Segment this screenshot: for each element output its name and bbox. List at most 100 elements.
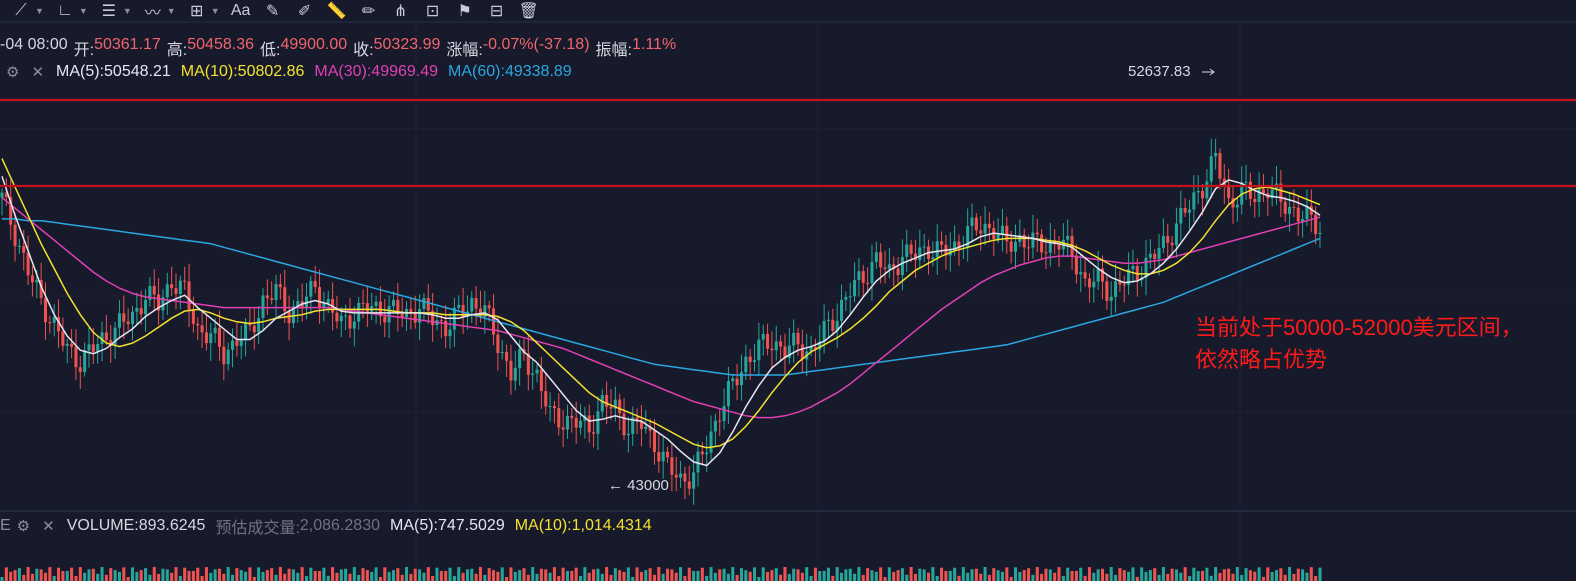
candle-body (600, 394, 604, 412)
candle-body (957, 241, 961, 249)
candle-body (857, 271, 861, 281)
volume-bar (531, 567, 535, 581)
volume-bar (326, 575, 330, 581)
volume-bar (478, 567, 483, 581)
volume-bar (144, 568, 148, 581)
settings-gear-icon[interactable]: ⚙ (6, 64, 20, 81)
candle-body (117, 313, 121, 328)
candle-body (544, 391, 548, 407)
candle-body (1114, 281, 1118, 297)
volume-bar (774, 568, 778, 581)
resistance-lines[interactable] (0, 98, 1576, 188)
volume-bar (692, 570, 696, 581)
volume-close-icon[interactable]: ✕ (42, 518, 55, 535)
volume-bar (57, 567, 61, 581)
volume-bar (857, 567, 861, 581)
candle-body (1144, 257, 1148, 278)
candle-body (444, 320, 448, 337)
toolbar-button-fib-tool[interactable]: ☰ ▼ (98, 0, 132, 22)
toolbar-button-pattern-tool[interactable]: ⋔ (390, 0, 412, 22)
toolbar-button-angle-tool[interactable]: ∟ ▼ (54, 0, 88, 22)
volume-bar (509, 567, 513, 581)
volume-bar (396, 568, 400, 581)
candle-body (883, 267, 887, 269)
candle-body (796, 332, 800, 345)
candle-body (1309, 205, 1313, 215)
ma5-legend: MA(5):50548.21 (56, 63, 171, 80)
toolbar-button-wave-tool[interactable]: 〰 ▼ (142, 0, 176, 22)
candle-body (1109, 296, 1113, 301)
candle-body (892, 264, 896, 269)
volume-bar (513, 571, 517, 581)
candle-body (265, 295, 269, 299)
volume-bar (109, 568, 113, 581)
candle-body (1270, 189, 1274, 199)
candle-body (252, 325, 256, 333)
candle-body (322, 303, 326, 308)
grid (0, 21, 1576, 581)
volume-bar (235, 568, 239, 581)
candle-body (1013, 241, 1018, 252)
candle-body (518, 349, 522, 368)
chevron-down-icon[interactable]: ▼ (35, 6, 44, 16)
volume-bar (935, 575, 939, 581)
candle-body (505, 351, 509, 361)
volume-settings-icon[interactable]: ⚙ (16, 518, 31, 535)
toolbar-button-highlighter-tool[interactable]: ✐ (294, 0, 316, 22)
candle-body (1100, 268, 1105, 282)
volume-bar (583, 567, 587, 581)
toolbar-button-trend-line-tools[interactable]: ⟋ ▼ (10, 0, 44, 22)
volume-bar (370, 571, 374, 581)
volume-bar (557, 575, 561, 581)
volume-bar (252, 576, 256, 581)
volume-bar (648, 568, 652, 581)
candle-body (1122, 284, 1126, 286)
toolbar-button-trash[interactable]: 🗑 (518, 0, 540, 22)
change-label: 涨幅: (446, 42, 483, 59)
volume-bar (1227, 568, 1231, 581)
ma60-line (2, 218, 1321, 376)
candle-body (283, 287, 287, 312)
toolbar-button-ruler-tool[interactable]: 📏 (326, 0, 348, 22)
chevron-down-icon[interactable]: ▼ (78, 6, 88, 16)
toolbar-button-brush-tool[interactable]: ✎ (262, 0, 284, 22)
candle-body (222, 346, 226, 365)
volume-bar (296, 572, 300, 581)
volume-bar (561, 567, 565, 581)
volume-bar (209, 572, 213, 581)
candle-body (492, 308, 496, 335)
volume-bar (1035, 567, 1039, 581)
volume-bar (126, 576, 130, 581)
volume-bar (1135, 576, 1139, 581)
volume-bar (448, 567, 452, 581)
volume-bar (822, 570, 826, 581)
toolbar-button-bookmark-tool[interactable]: ⚑ (454, 0, 476, 22)
chevron-down-icon[interactable]: ▼ (210, 6, 220, 16)
candle-body (1218, 152, 1222, 179)
toolbar-button-lock-tool[interactable]: ⊡ (422, 0, 444, 22)
candle-body (152, 285, 156, 295)
candle-body (409, 308, 413, 314)
close-icon[interactable]: ✕ (31, 64, 45, 81)
toolbar-button-pencil-tool[interactable]: ✏ (358, 0, 380, 22)
candle-body (983, 223, 987, 234)
volume-bar (518, 570, 522, 581)
candle-body (848, 296, 852, 298)
volume-bar (757, 576, 761, 581)
candle-body (818, 341, 822, 350)
toolbar-button-note-tool[interactable]: ⊟ (486, 0, 508, 22)
volume-bar (752, 567, 757, 581)
volume-bar (1174, 569, 1178, 581)
toolbar-button-measure-tool[interactable]: ⊞ ▼ (186, 0, 220, 22)
candle-body (626, 433, 630, 436)
candle-body (1179, 207, 1183, 224)
candle-body (344, 315, 348, 317)
chevron-down-icon[interactable]: ▼ (122, 6, 132, 16)
chevron-down-icon[interactable]: ▼ (166, 6, 176, 16)
candle-body (335, 312, 339, 322)
candle-body (1161, 236, 1165, 248)
volume-bar (626, 567, 630, 581)
toolbar-button-text-tool[interactable]: Aa (230, 0, 252, 22)
volume-bar (809, 575, 813, 581)
